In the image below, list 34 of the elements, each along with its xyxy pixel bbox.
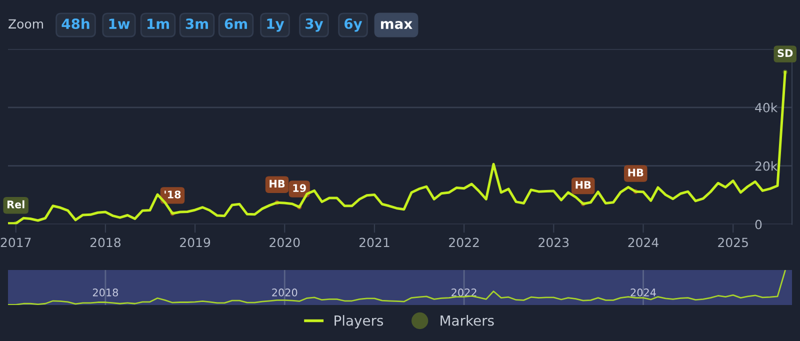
x-tick-label: 2023 bbox=[538, 238, 569, 248]
annotation: '18 bbox=[164, 190, 181, 198]
x-tick-label: 2020 bbox=[270, 238, 300, 248]
text: 1w bbox=[109, 18, 130, 29]
x-tick-label: 2018 bbox=[92, 288, 118, 296]
annotation: HB bbox=[270, 180, 285, 188]
y-tick-label: 20k bbox=[755, 161, 778, 171]
annotation: Rel bbox=[7, 200, 24, 208]
x-tick-label: 2017 bbox=[0, 238, 31, 248]
text: 6y bbox=[344, 18, 362, 32]
y-tick-label: 40k bbox=[755, 102, 778, 112]
text: 6m bbox=[224, 18, 247, 30]
x-tick-label: 2018 bbox=[90, 238, 120, 248]
legend-label: Players bbox=[334, 315, 384, 328]
text: 48h bbox=[62, 18, 90, 30]
annotation: 19 bbox=[293, 184, 306, 192]
annotation: SD bbox=[778, 49, 793, 58]
text: 3y bbox=[306, 18, 324, 32]
x-tick-label: 2024 bbox=[628, 238, 658, 248]
text: 1m bbox=[148, 18, 169, 29]
annotation: HB bbox=[576, 181, 591, 189]
x-tick-label: 2025 bbox=[718, 238, 748, 248]
y-tick-label: 0 bbox=[755, 220, 762, 230]
annotation: HB bbox=[628, 168, 644, 176]
text: max bbox=[381, 21, 412, 30]
x-tick-label: 2019 bbox=[180, 238, 210, 248]
text: Zoom bbox=[8, 19, 43, 29]
text: 1y bbox=[267, 18, 284, 32]
x-tick-label: 2022 bbox=[449, 238, 479, 248]
legend-label: Markers bbox=[440, 315, 494, 326]
text: 3m bbox=[186, 18, 208, 30]
x-tick-label: 2020 bbox=[272, 288, 298, 296]
x-tick-label: 2021 bbox=[359, 238, 390, 248]
x-tick-label: 2024 bbox=[630, 288, 656, 296]
